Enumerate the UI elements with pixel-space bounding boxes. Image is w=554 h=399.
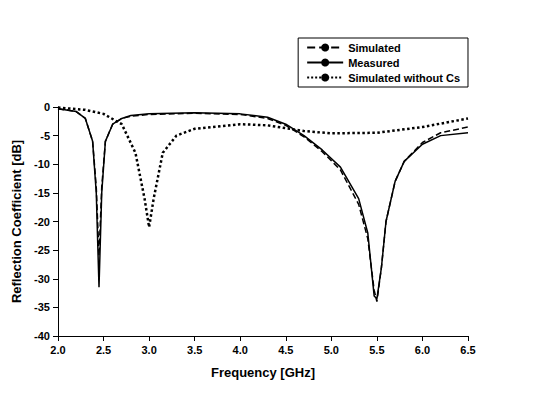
svg-text:-40: -40 — [34, 330, 50, 342]
svg-text:Frequency [GHz]: Frequency [GHz] — [211, 365, 315, 380]
svg-text:-25: -25 — [34, 244, 50, 256]
svg-text:-20: -20 — [34, 216, 50, 228]
svg-text:-15: -15 — [34, 187, 50, 199]
svg-text:0: 0 — [44, 101, 50, 113]
svg-text:6.0: 6.0 — [415, 344, 430, 356]
svg-text:3.5: 3.5 — [187, 344, 202, 356]
svg-text:6.5: 6.5 — [460, 344, 475, 356]
svg-text:2.0: 2.0 — [50, 344, 65, 356]
svg-text:-10: -10 — [34, 158, 50, 170]
svg-text:4.0: 4.0 — [233, 344, 248, 356]
svg-text:5.5: 5.5 — [369, 344, 384, 356]
svg-text:5.0: 5.0 — [324, 344, 339, 356]
svg-text:Simulated without Cs: Simulated without Cs — [348, 72, 460, 84]
svg-text:-5: -5 — [40, 130, 50, 142]
svg-text:Measured: Measured — [348, 57, 399, 69]
svg-text:2.5: 2.5 — [96, 344, 111, 356]
svg-text:-35: -35 — [34, 301, 50, 313]
svg-text:Reflection Coefficient [dB]: Reflection Coefficient [dB] — [9, 140, 24, 303]
svg-text:3.0: 3.0 — [141, 344, 156, 356]
svg-text:Simulated: Simulated — [348, 42, 401, 54]
svg-text:4.5: 4.5 — [278, 344, 293, 356]
svg-text:-30: -30 — [34, 273, 50, 285]
